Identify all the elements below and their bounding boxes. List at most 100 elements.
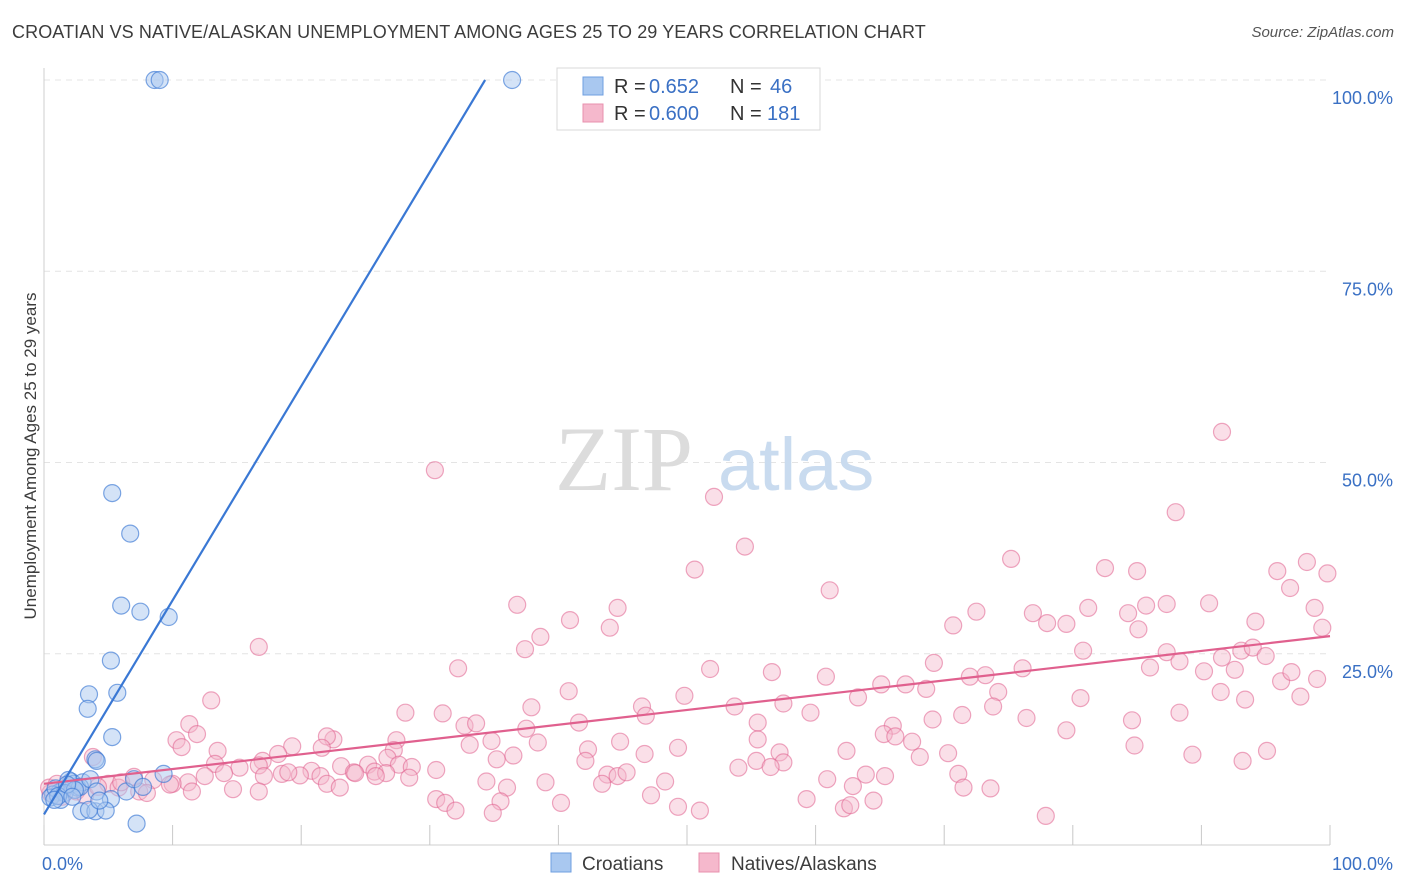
croatian-point: [101, 651, 121, 670]
native-alaskan-point: [249, 782, 268, 801]
croatian-point: [131, 602, 150, 621]
native-alaskan-point: [182, 782, 201, 801]
croatians-r-value: 0.652: [649, 76, 699, 98]
native-alaskan-point: [1212, 422, 1232, 441]
native-alaskan-point: [874, 724, 893, 744]
native-alaskan-point: [400, 768, 419, 787]
native-alaskan-point: [635, 744, 654, 764]
native-alaskan-point: [735, 537, 755, 556]
native-alaskan-point: [223, 780, 243, 799]
y-tick-label: 25.0%: [1342, 662, 1393, 682]
bottom-legend: Croatians Natives/Alaskans: [550, 852, 877, 875]
native-alaskan-point: [981, 779, 1000, 798]
native-alaskan-point: [1023, 604, 1043, 623]
native-alaskan-point: [427, 789, 446, 809]
native-alaskan-point: [1079, 598, 1098, 618]
native-alaskan-point: [425, 461, 444, 480]
croatian-point: [90, 791, 109, 810]
native-alaskan-point: [254, 766, 273, 786]
native-alaskan-point: [1122, 711, 1142, 730]
native-alaskan-point: [560, 610, 580, 630]
native-alaskan-point: [1318, 564, 1337, 583]
native-alaskan-point: [508, 595, 527, 614]
native-alaskan-point: [617, 763, 636, 782]
native-alaskan-point: [279, 763, 298, 782]
native-alaskan-point: [172, 737, 191, 757]
native-alaskan-point: [1057, 721, 1076, 740]
native-alaskan-point: [675, 686, 694, 705]
native-alaskan-point: [762, 662, 782, 682]
native-alaskan-point: [1127, 561, 1147, 581]
native-alaskan-point: [924, 653, 944, 673]
croatians-r-label: R =: [614, 76, 646, 98]
native-alaskan-point: [1280, 578, 1300, 598]
native-alaskan-point: [655, 772, 675, 791]
native-alaskan-point: [761, 757, 780, 777]
native-alaskan-point: [515, 640, 535, 659]
native-alaskan-point: [433, 704, 452, 723]
native-alaskan-point: [576, 751, 595, 771]
croatian-point: [103, 484, 122, 503]
natives-swatch: [582, 103, 604, 123]
native-alaskan-point: [1256, 646, 1275, 666]
native-alaskan-point: [725, 697, 744, 716]
native-alaskan-point: [600, 618, 619, 637]
native-alaskan-point: [272, 764, 291, 784]
native-alaskan-point: [770, 743, 789, 762]
native-alaskan-point: [917, 679, 936, 699]
native-alaskan-point: [1313, 618, 1332, 637]
y-axis-title: Unemployment Among Ages 25 to 29 years: [21, 293, 40, 620]
native-alaskan-point: [302, 761, 321, 780]
native-alaskan-point: [528, 733, 547, 752]
croatian-point: [78, 699, 97, 718]
native-alaskan-point: [668, 797, 688, 816]
native-alaskan-point: [330, 778, 349, 797]
native-alaskan-point: [875, 766, 895, 786]
native-alaskan-point: [1166, 503, 1185, 522]
native-alaskan-point: [983, 697, 1003, 716]
native-alaskan-point: [608, 766, 627, 786]
native-alaskan-point: [1157, 594, 1176, 614]
natives-n-label: N =: [730, 103, 762, 125]
y-tick-label: 50.0%: [1342, 471, 1393, 491]
native-alaskan-point: [1129, 620, 1148, 639]
croatian-point: [133, 777, 153, 797]
native-alaskan-point: [249, 637, 268, 657]
native-alaskan-point: [1170, 703, 1189, 722]
native-alaskan-point: [180, 714, 199, 734]
native-alaskan-point: [923, 710, 942, 729]
native-alaskan-point: [449, 659, 468, 678]
native-alaskan-point: [1246, 612, 1265, 631]
native-alaskan-point: [1073, 641, 1093, 660]
croatian-point: [127, 814, 146, 833]
croatians-swatch: [582, 76, 604, 96]
native-alaskan-point: [377, 763, 396, 783]
native-alaskan-point: [864, 791, 883, 810]
native-alaskan-point: [187, 724, 207, 744]
croatian-point: [154, 764, 173, 784]
native-alaskan-point: [954, 778, 973, 797]
native-alaskan-point: [578, 740, 598, 759]
native-alaskan-point: [841, 796, 860, 815]
croatian-point: [121, 524, 140, 543]
croatian-point: [103, 727, 122, 747]
native-alaskan-point: [886, 727, 905, 746]
native-alaskan-point: [967, 602, 986, 621]
native-alaskan-point: [902, 732, 922, 751]
native-alaskan-point: [536, 773, 555, 792]
native-alaskan-point: [551, 793, 571, 813]
native-alaskan-point: [446, 801, 465, 820]
native-alaskan-point: [592, 774, 612, 793]
native-alaskan-point: [1118, 604, 1138, 623]
native-alaskan-point: [668, 738, 688, 757]
native-alaskan-point: [797, 789, 816, 809]
native-alaskan-point: [202, 691, 221, 710]
native-alaskan-point: [608, 598, 627, 618]
croatian-point: [112, 596, 131, 615]
native-alaskan-point: [1013, 659, 1032, 678]
native-alaskan-point: [1305, 598, 1324, 618]
native-alaskan-point: [178, 773, 198, 792]
native-alaskan-point: [949, 764, 968, 784]
croatian-point: [87, 751, 106, 771]
x-tick-label: 100.0%: [1332, 854, 1393, 874]
